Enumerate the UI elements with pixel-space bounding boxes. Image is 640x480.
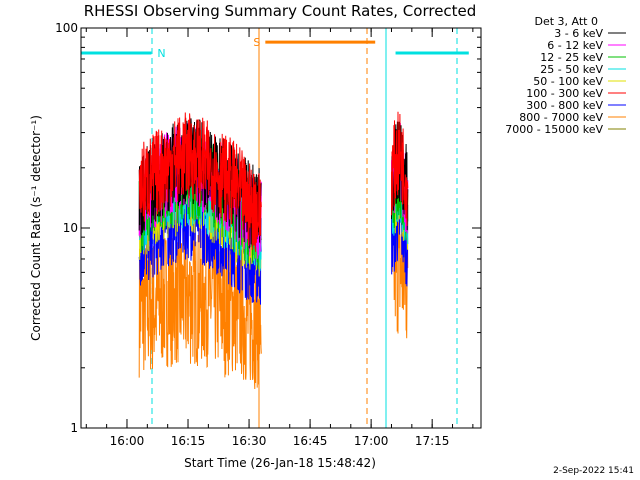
- legend-entry-label: 7000 - 15000 keV: [505, 123, 603, 136]
- x-tick-label: 17:00: [354, 434, 389, 448]
- legend-entry-label: 50 - 100 keV: [533, 75, 603, 88]
- y-axis-label: Corrected Count Rate (s⁻¹ detector⁻¹): [29, 115, 43, 341]
- x-tick-label: 17:15: [415, 434, 450, 448]
- chart-title: RHESSI Observing Summary Count Rates, Co…: [84, 2, 477, 20]
- series-trace: [391, 184, 409, 287]
- legend-entry-label: 300 - 800 keV: [526, 99, 603, 112]
- annotation-label: S: [253, 36, 260, 49]
- series-layer: [138, 111, 409, 390]
- y-tick-label: 100: [55, 21, 78, 35]
- legend-entry-label: 100 - 300 keV: [526, 87, 603, 100]
- legend-entry-label: 3 - 6 keV: [554, 27, 603, 40]
- x-tick-label: 16:30: [232, 434, 267, 448]
- legend-entry-label: 12 - 25 keV: [540, 51, 603, 64]
- series-trace: [138, 112, 262, 252]
- y-tick-label: 1: [70, 421, 78, 435]
- x-tick-label: 16:15: [171, 434, 206, 448]
- legend-entry-label: 6 - 12 keV: [547, 39, 603, 52]
- x-tick-label: 16:00: [110, 434, 145, 448]
- annotation-layer: NS: [81, 36, 469, 60]
- footer-date: 2-Sep-2022 15:41: [553, 466, 634, 476]
- annotation-label: N: [157, 47, 165, 60]
- legend-title: Det 3, Att 0: [535, 15, 599, 28]
- x-tick-label: 16:45: [293, 434, 328, 448]
- x-axis-label: Start Time (26-Jan-18 15:48:42): [184, 456, 376, 470]
- y-tick-label: 10: [63, 221, 78, 235]
- tick-layer: 16:00 16:15 16:30 16:45 17:00 17:15 1 10 100: [55, 21, 481, 448]
- legend-entry-label: 800 - 7000 keV: [519, 111, 603, 124]
- series-trace: [391, 111, 409, 227]
- legend-entry-label: 25 - 50 keV: [540, 63, 603, 76]
